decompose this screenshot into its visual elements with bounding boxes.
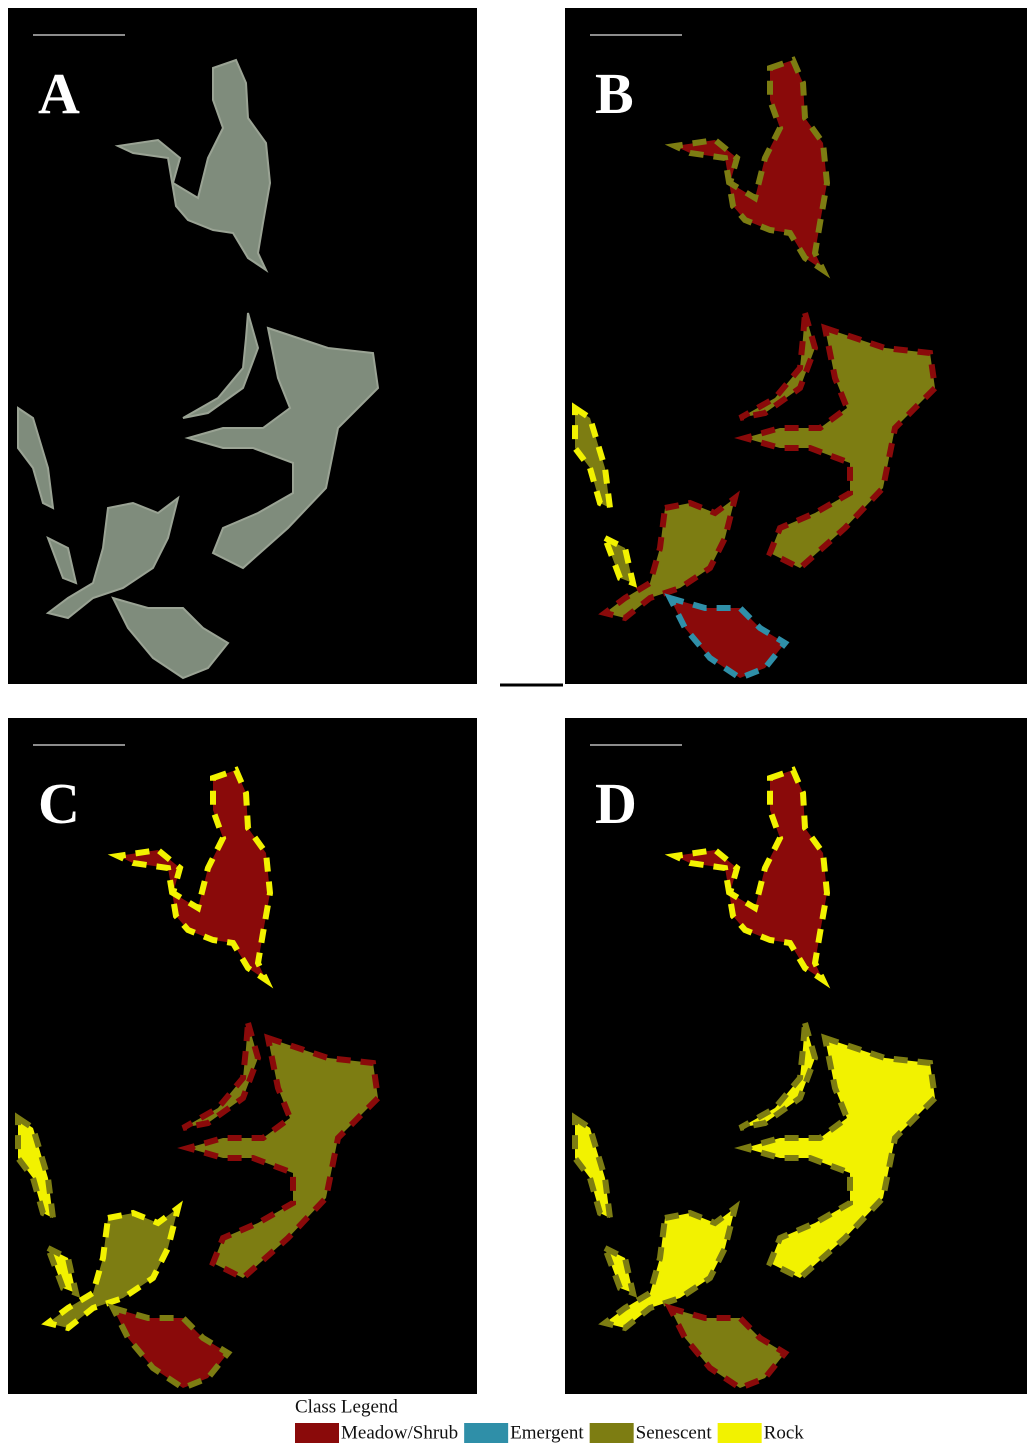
legend-swatch xyxy=(295,1423,339,1443)
legend-label: Rock xyxy=(764,1422,805,1443)
panel-label: A xyxy=(38,61,80,126)
legend-label: Senescent xyxy=(636,1422,713,1443)
figure: Class Legend A B C D Meadow/Shrub Emergent Sen… xyxy=(0,0,1027,1445)
panel-label: B xyxy=(595,61,634,126)
legend-label: Meadow/Shrub xyxy=(341,1422,458,1443)
legend-swatch xyxy=(590,1423,634,1443)
legend-title: Class Legend xyxy=(295,1396,398,1417)
legend-swatch xyxy=(464,1423,508,1443)
panel-label: D xyxy=(595,771,637,836)
legend-swatch xyxy=(718,1423,762,1443)
panel-label: C xyxy=(38,771,80,836)
legend-label: Emergent xyxy=(510,1422,584,1443)
